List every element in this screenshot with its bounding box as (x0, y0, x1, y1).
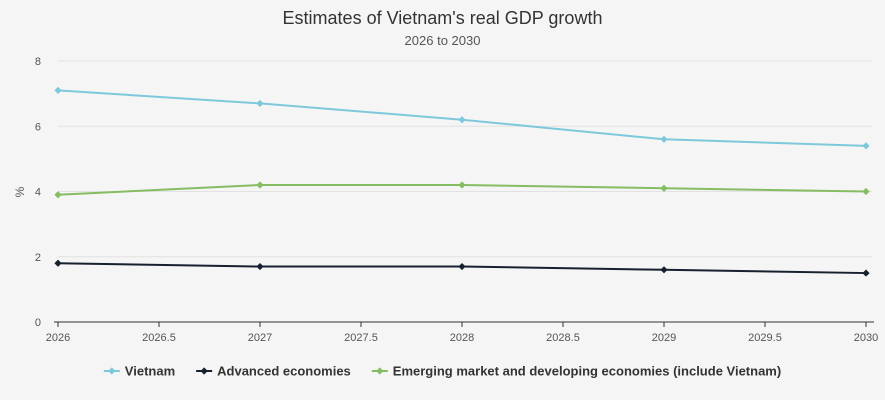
x-tick-label-2: 2027 (248, 332, 272, 344)
data-point-1-4[interactable] (862, 269, 870, 277)
x-tick-label-0: 2026 (46, 332, 70, 344)
y-tick-label-2: 4 (35, 187, 41, 199)
y-axis-label: % (13, 186, 27, 197)
data-point-1-3[interactable] (660, 266, 668, 274)
x-tick-label-4: 2028 (450, 332, 474, 344)
legend-label-1: Advanced economies (217, 364, 351, 379)
chart-title: Estimates of Vietnam's real GDP growth (283, 8, 603, 28)
legend-marker-0 (108, 367, 116, 375)
legend-label-2: Emerging market and developing economies… (393, 364, 781, 379)
series-lines (54, 86, 870, 277)
legend-marker-2 (376, 367, 384, 375)
data-point-0-2[interactable] (458, 116, 466, 124)
x-tick-label-6: 2029 (652, 332, 676, 344)
x-tick-label-8: 2030 (854, 332, 878, 344)
x-tick-label-3: 2027.5 (344, 332, 378, 344)
data-point-1-0[interactable] (54, 259, 62, 267)
data-point-2-1[interactable] (256, 181, 264, 189)
data-point-2-3[interactable] (660, 184, 668, 192)
data-point-1-2[interactable] (458, 262, 466, 271)
y-tick-label-3: 6 (35, 121, 41, 133)
axes: 0 2 4 6 8 2026 2026.5 2027 2027.5 2028 2028.5 2029 2… (35, 56, 878, 344)
legend: Vietnam Advanced economies Emerging market… (103, 364, 781, 379)
legend-item-0[interactable]: Vietnam (103, 364, 175, 379)
x-tick-label-1: 2026.5 (142, 332, 176, 344)
y-tick-label-1: 2 (35, 252, 41, 264)
y-tick-label-0: 0 (35, 317, 41, 329)
grid-lines (58, 60, 872, 258)
legend-label-0: Vietnam (125, 364, 175, 379)
legend-item-1[interactable]: Advanced economies (196, 364, 351, 379)
x-tick-label-5: 2028.5 (546, 332, 580, 344)
data-point-2-4[interactable] (862, 187, 870, 196)
data-point-0-0[interactable] (54, 86, 62, 94)
y-tick-label-4: 8 (35, 56, 41, 68)
x-tick-label-7: 2029.5 (748, 332, 782, 344)
data-point-0-4[interactable] (862, 142, 870, 150)
legend-item-2[interactable]: Emerging market and developing economies… (371, 364, 781, 379)
legend-marker-1 (200, 367, 208, 375)
data-point-0-3[interactable] (660, 135, 668, 143)
data-point-1-1[interactable] (256, 262, 264, 271)
data-point-0-1[interactable] (256, 99, 264, 108)
chart-subtitle: 2026 to 2030 (405, 33, 481, 48)
data-point-2-2[interactable] (458, 181, 466, 189)
data-point-2-0[interactable] (54, 191, 62, 199)
